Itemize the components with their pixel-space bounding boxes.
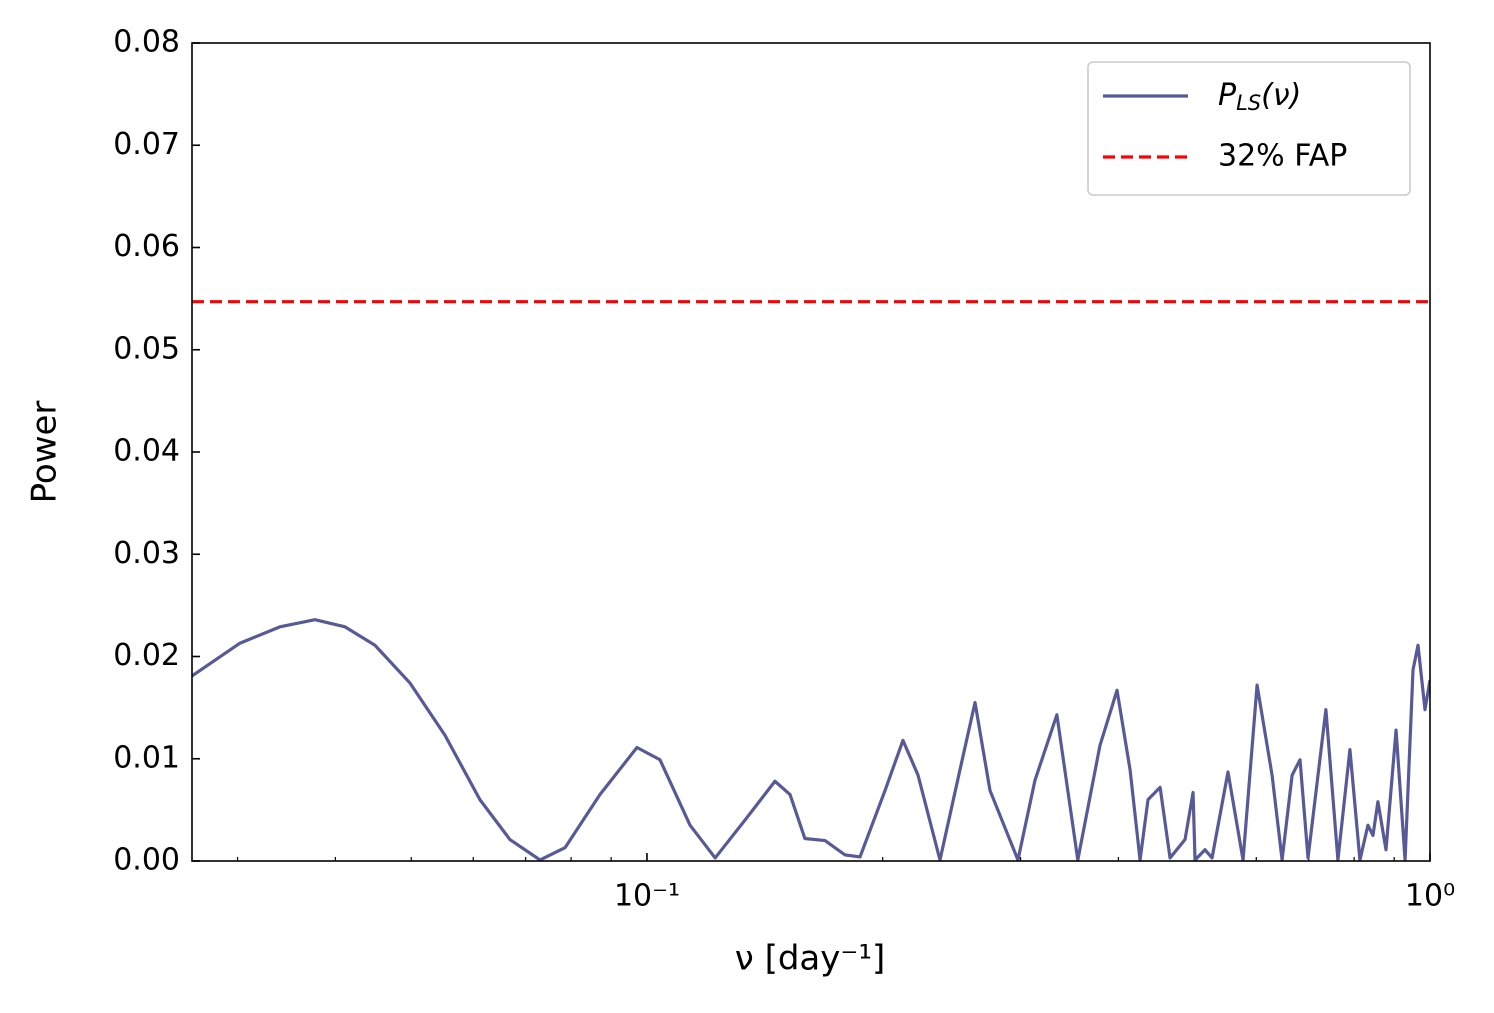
x-tick-label: 10⁻¹ bbox=[614, 879, 680, 914]
y-tick-label: 0.05 bbox=[113, 331, 180, 366]
y-axis-label: Power bbox=[25, 401, 65, 504]
legend-box bbox=[1087, 61, 1411, 196]
legend-label: 32% FAP bbox=[1218, 139, 1347, 174]
y-tick-label: 0.00 bbox=[113, 843, 180, 878]
y-tick-label: 0.07 bbox=[113, 127, 180, 162]
legend-label: PLS(ν) bbox=[1218, 78, 1301, 116]
x-tick-label: 10⁰ bbox=[1405, 879, 1455, 914]
plot-frame bbox=[191, 42, 1431, 862]
y-tick-label: 0.01 bbox=[113, 740, 180, 775]
y-tick-label: 0.06 bbox=[113, 229, 180, 264]
y-tick-label: 0.04 bbox=[113, 434, 180, 469]
line-series bbox=[192, 618, 1430, 861]
y-tick-label: 0.03 bbox=[113, 536, 180, 571]
x-axis-label: ν [day⁻¹] bbox=[735, 939, 885, 979]
y-tick-label: 0.02 bbox=[113, 638, 180, 673]
y-tick-label: 0.08 bbox=[113, 25, 180, 60]
